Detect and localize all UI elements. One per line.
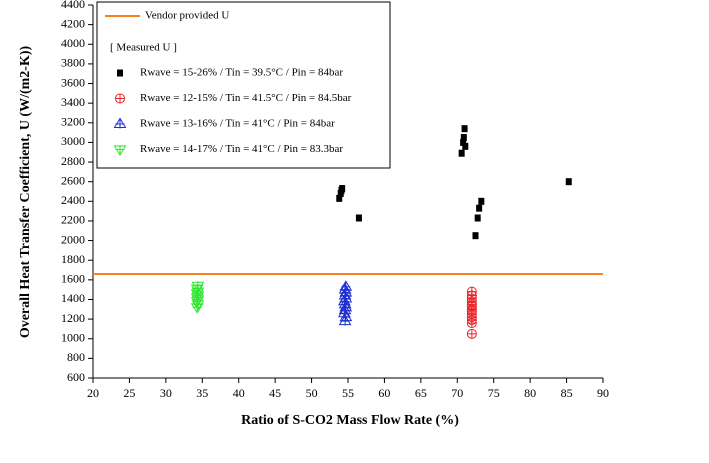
x-tick-label: 90 (597, 386, 609, 400)
y-tick-label: 2200 (61, 213, 85, 227)
point (355, 214, 362, 222)
x-tick-label: 70 (451, 386, 463, 400)
y-tick-label: 1200 (61, 311, 85, 325)
y-tick-label: 2600 (61, 173, 85, 187)
y-tick-label: 1000 (61, 330, 85, 344)
point (460, 138, 467, 146)
point (113, 117, 127, 129)
x-tick-label: 25 (123, 386, 135, 400)
point (565, 178, 572, 186)
point (461, 125, 468, 133)
x-tick-label: 50 (306, 386, 318, 400)
y-tick-label: 4000 (61, 36, 85, 50)
point (113, 145, 127, 156)
y-tick-label: 4400 (61, 0, 85, 11)
y-tick-label: 3200 (61, 115, 85, 129)
point (117, 69, 123, 77)
point (474, 214, 481, 222)
x-tick-label: 65 (415, 386, 427, 400)
y-tick-label: 3600 (61, 75, 85, 89)
y-tick-label: 2000 (61, 232, 85, 246)
x-tick-label: 55 (342, 386, 354, 400)
y-tick-label: 3000 (61, 134, 85, 148)
point (466, 328, 477, 339)
marker-cross (467, 287, 477, 297)
point (115, 93, 125, 104)
legend-label: Rwave = 15-26% / Tin = 39.5°C / Pin = 84… (140, 67, 343, 79)
legend-title: [ Measured U ] (110, 42, 177, 54)
point (472, 232, 479, 240)
x-tick-label: 60 (378, 386, 390, 400)
point (476, 204, 483, 212)
x-tick-label: 75 (488, 386, 500, 400)
y-tick-label: 2800 (61, 154, 85, 168)
y-tick-label: 4200 (61, 16, 85, 30)
marker-cross (115, 145, 125, 154)
y-tick-label: 1800 (61, 252, 85, 266)
y-axis-label: Overall Heat Transfer Coefficient, U (W/… (18, 45, 33, 338)
y-tick-label: 2400 (61, 193, 85, 207)
x-tick-label: 80 (524, 386, 536, 400)
y-tick-label: 1400 (61, 291, 85, 305)
marker-cross (193, 281, 203, 291)
marker-cross (467, 329, 477, 339)
x-tick-label: 40 (233, 386, 245, 400)
point (462, 142, 469, 150)
point (191, 281, 205, 293)
point (336, 194, 343, 202)
marker-cross (115, 119, 125, 129)
x-tick-label: 20 (87, 386, 99, 400)
y-tick-label: 1600 (61, 272, 85, 286)
x-tick-label: 85 (561, 386, 573, 400)
legend-box (96, 1, 391, 169)
legend-label: Rwave = 14-17% / Tin = 41°C / Pin = 83.3… (140, 143, 343, 155)
legend-label: Rwave = 12-15% / Tin = 41.5°C / Pin = 84… (140, 92, 352, 104)
y-tick-label: 800 (67, 350, 85, 364)
point (339, 185, 346, 193)
y-tick-label: 3800 (61, 56, 85, 70)
legend-label: Vendor provided U (145, 10, 229, 22)
x-axis-label: Ratio of S-CO2 Mass Flow Rate (%) (241, 413, 459, 428)
x-tick-label: 45 (269, 386, 281, 400)
x-tick-label: 30 (160, 386, 172, 400)
marker-cross (341, 282, 351, 292)
point (458, 149, 465, 157)
x-tick-label: 35 (196, 386, 208, 400)
y-tick-label: 600 (67, 370, 85, 384)
point (466, 286, 477, 297)
marker-cross (115, 94, 125, 103)
legend-label: Rwave = 13-16% / Tin = 41°C / Pin = 84ba… (140, 118, 335, 130)
point (478, 197, 485, 205)
y-tick-label: 3400 (61, 95, 85, 109)
point (339, 280, 353, 292)
point (460, 134, 467, 142)
